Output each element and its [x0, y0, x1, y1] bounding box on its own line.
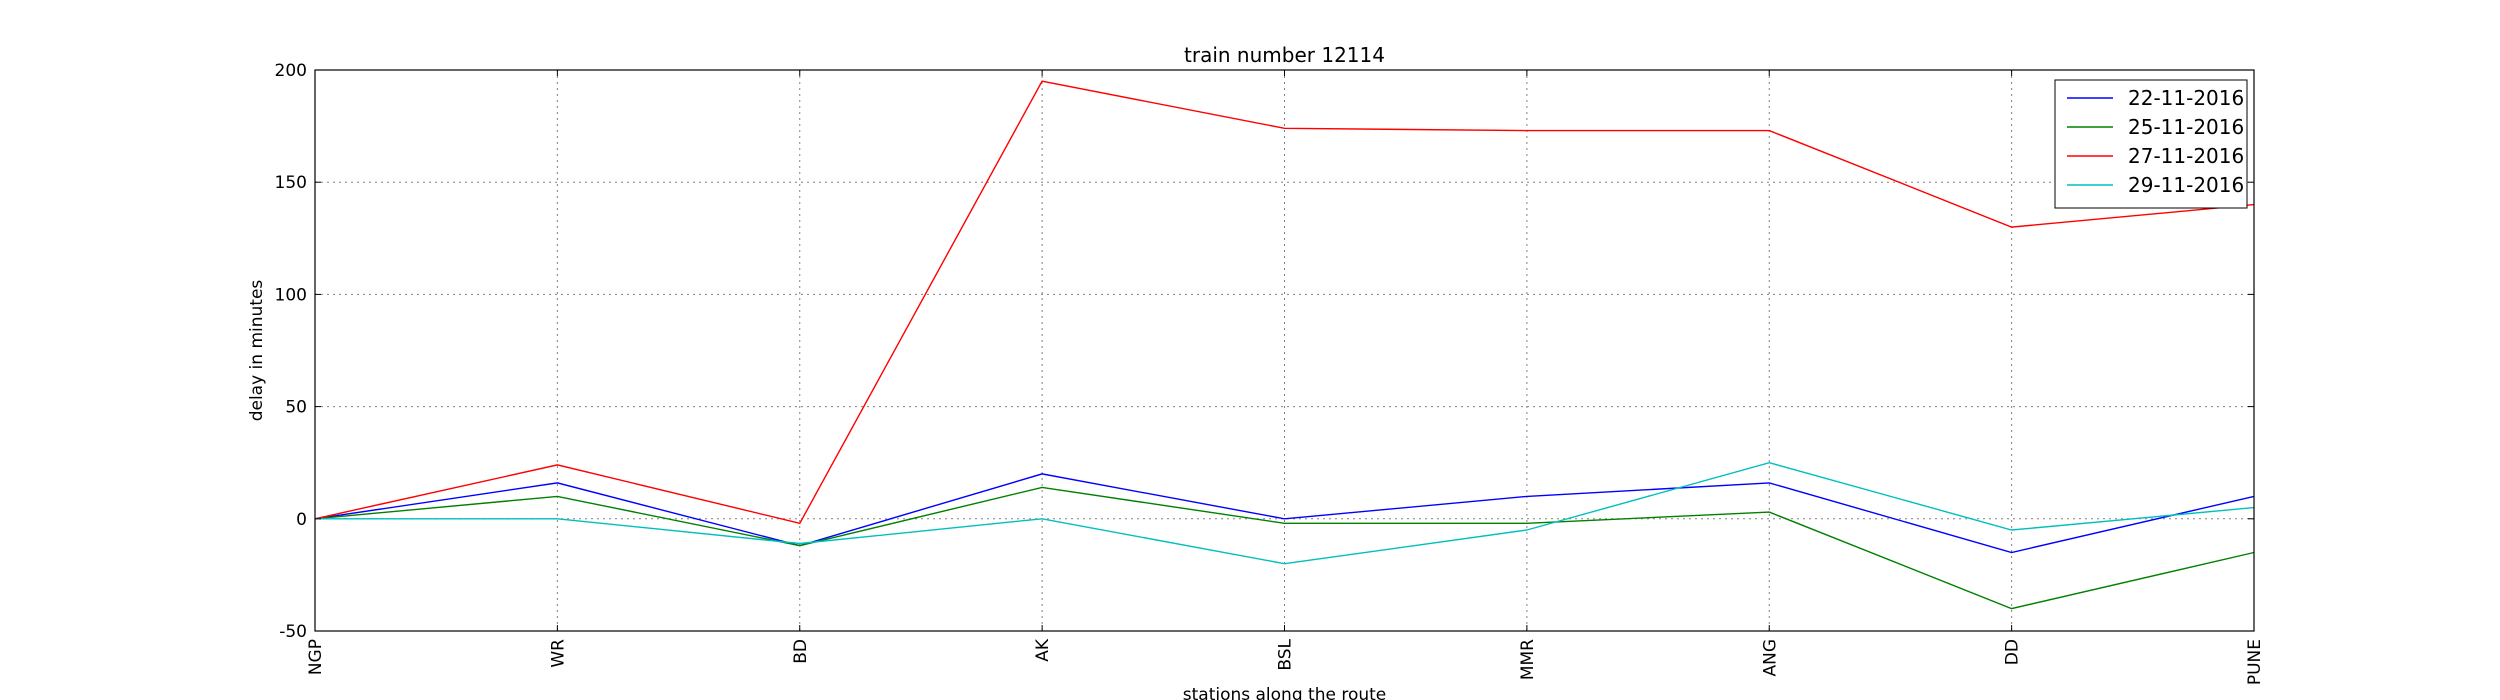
x-tick-label: PUNE	[2245, 639, 2265, 685]
x-axis-label: stations along the route	[1183, 685, 1387, 700]
x-tick-label: NGP	[306, 639, 326, 675]
y-ticks: -50 0 50 100 150 200	[275, 61, 2254, 642]
grid	[314, 69, 2255, 632]
y-tick-label: 50	[285, 398, 307, 418]
chart-title: train number 12114	[1184, 43, 1385, 67]
y-tick-label: 200	[275, 61, 307, 81]
y-tick-label: 150	[275, 173, 307, 193]
legend-entry: 22-11-2016	[2128, 86, 2244, 110]
x-tick-label: AK	[1033, 638, 1053, 662]
legend-entry: 27-11-2016	[2128, 144, 2244, 168]
series-line-22-11-2016	[314, 473, 2255, 554]
y-tick-label: 100	[275, 285, 307, 305]
series-line-25-11-2016	[314, 486, 2255, 610]
x-ticks: NGP WR BD AK BSL MMR ANG DD PUNE	[306, 70, 2265, 685]
x-tick-label: BD	[791, 639, 811, 664]
series-line-27-11-2016	[314, 80, 2255, 525]
x-tick-label: MMR	[1518, 639, 1538, 680]
x-tick-label: DD	[2003, 639, 2023, 665]
x-tick-label: BSL	[1276, 638, 1296, 670]
y-tick-label: 0	[296, 510, 307, 530]
y-tick-label: -50	[279, 622, 307, 642]
x-tick-label: ANG	[1760, 639, 1780, 677]
legend-box	[2054, 79, 2248, 209]
y-axis-label: delay in minutes	[247, 280, 267, 422]
legend: 22-11-2016 25-11-2016 27-11-2016 29-11-2016	[2054, 79, 2248, 209]
legend-entry: 29-11-2016	[2128, 173, 2244, 197]
legend-entry: 25-11-2016	[2128, 115, 2244, 139]
series-lines	[314, 80, 2255, 610]
series-line-29-11-2016	[315, 461, 2255, 565]
x-tick-label: WR	[548, 639, 568, 668]
